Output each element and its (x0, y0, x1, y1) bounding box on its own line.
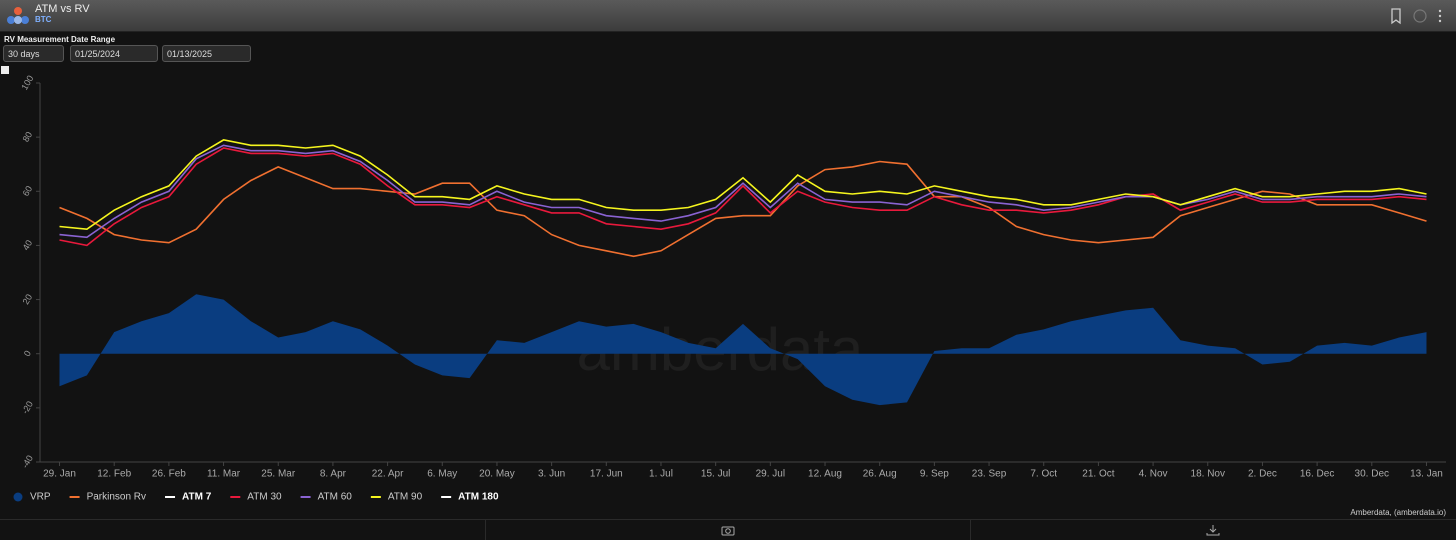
title: ATM vs RV (35, 3, 90, 15)
legend-label: ATM 90 (388, 492, 423, 503)
x-tick-label: 20. May (479, 469, 515, 480)
y-tick-label: 0 (22, 349, 33, 358)
legend-label: ATM 60 (318, 492, 353, 503)
y-tick-label: 60 (21, 184, 35, 198)
series-line (59, 147, 1427, 247)
x-tick-label: 6. May (427, 469, 457, 480)
credit: Amberdata, (amberdata.io) (1350, 508, 1446, 517)
legend-label: ATM 30 (247, 492, 282, 503)
x-tick-label: 13. Jan (1410, 469, 1443, 480)
rv-select[interactable]: 30 days (3, 45, 64, 62)
legend-label: VRP (30, 492, 51, 503)
header-icons[interactable] (1388, 6, 1448, 26)
x-tick-label: 29. Jan (43, 469, 76, 480)
y-tick-label: -20 (20, 399, 35, 415)
legend-item[interactable]: ATM 7 (165, 492, 212, 503)
rv-label: RV Measurement (4, 35, 69, 44)
legend-symbol (13, 492, 23, 502)
date-to[interactable]: 01/13/2025 (162, 45, 251, 62)
x-tick-label: 8. Apr (320, 469, 347, 480)
x-tick-label: 26. Feb (152, 469, 186, 480)
legend-item[interactable]: ATM 180 (441, 492, 499, 503)
legend-item[interactable]: ATM 90 (370, 492, 423, 503)
legend-item[interactable]: Parkinson Rv (69, 492, 146, 503)
y-tick-label: -40 (20, 454, 35, 470)
x-tick-label: 17. Jun (590, 469, 623, 480)
legend-label: ATM 180 (458, 492, 499, 503)
vrp-area (59, 294, 1427, 406)
x-tick-label: 12. Aug (808, 469, 842, 480)
x-tick-label: 7. Oct (1030, 469, 1057, 480)
x-tick-label: 4. Nov (1139, 469, 1168, 480)
x-tick-label: 21. Oct (1082, 469, 1114, 480)
x-tick-label: 26. Aug (863, 469, 897, 480)
legend-label: ATM 7 (182, 492, 212, 503)
x-tick-label: 18. Nov (1191, 469, 1225, 480)
camera-button[interactable] (721, 524, 735, 536)
x-tick-label: 11. Mar (207, 469, 241, 480)
legend-item[interactable]: VRP (13, 492, 51, 503)
y-tick-label: 100 (19, 74, 35, 92)
x-tick-label: 9. Sep (920, 469, 949, 480)
legend-label: Parkinson Rv (87, 492, 146, 503)
date-label: Date Range (71, 35, 116, 44)
x-tick-label: 22. Apr (372, 469, 404, 480)
legend-item[interactable]: ATM 60 (300, 492, 353, 503)
x-tick-label: 3. Jun (538, 469, 565, 480)
series-line (59, 144, 1427, 239)
subtitle: BTC (35, 15, 52, 24)
toolbar (0, 519, 1456, 540)
x-tick-label: 16. Dec (1300, 469, 1334, 480)
series-line (59, 160, 1427, 258)
x-tick-label: 15. Jul (701, 469, 730, 480)
reset-button[interactable] (1, 66, 9, 74)
logo (7, 7, 29, 24)
y-tick-label: 20 (21, 292, 35, 306)
x-tick-label: 23. Sep (972, 469, 1007, 480)
x-tick-label: 2. Dec (1248, 469, 1277, 480)
series-line (59, 139, 1427, 231)
x-tick-label: 1. Jul (649, 469, 673, 480)
x-tick-label: 12. Feb (97, 469, 131, 480)
x-tick-label: 25. Mar (261, 469, 296, 480)
legend-item[interactable]: ATM 30 (230, 492, 282, 503)
x-tick-label: 29. Jul (756, 469, 785, 480)
x-tick-label: 30. Dec (1355, 469, 1389, 480)
header: ATM vs RV BTC (0, 0, 1456, 32)
download-button[interactable] (1206, 524, 1220, 536)
y-tick-label: 80 (21, 130, 35, 144)
date-from[interactable]: 01/25/2024 (70, 45, 158, 62)
y-tick-label: 40 (21, 238, 35, 252)
